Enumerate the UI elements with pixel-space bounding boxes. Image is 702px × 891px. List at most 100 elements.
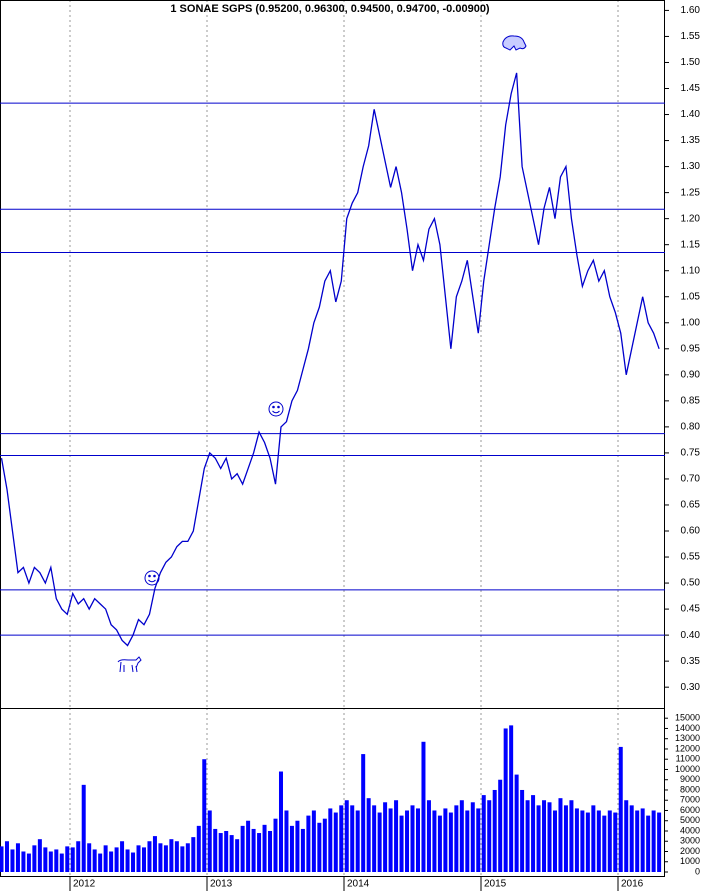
volume-bar (273, 818, 278, 872)
volume-bar (158, 843, 163, 872)
volume-bar (454, 805, 459, 872)
volume-bar (388, 808, 393, 872)
y2-tick-label: 12000 (675, 743, 700, 753)
y-tick-label: 1.55 (681, 31, 701, 42)
volume-bar (26, 853, 31, 872)
volume-bar (651, 810, 656, 872)
volume-bar (399, 815, 404, 872)
y-tick-label: 0.50 (681, 578, 701, 589)
x-tick-label: 2015 (484, 879, 507, 890)
volume-bar (54, 849, 59, 872)
y-tick-label: 0.45 (681, 604, 701, 615)
volume-bar (531, 795, 536, 872)
volume-bar (542, 800, 547, 872)
y-tick-label: 0.85 (681, 395, 701, 406)
volume-bar (114, 847, 119, 872)
y2-tick-label: 14000 (675, 723, 700, 733)
volume-bar (120, 841, 125, 872)
volume-bar (43, 847, 48, 872)
volume-bar (629, 805, 634, 872)
volume-bar (289, 825, 294, 872)
y2-tick-label: 9000 (680, 774, 700, 784)
volume-bar (284, 810, 289, 872)
y-tick-label: 1.60 (681, 5, 701, 16)
volume-bar (136, 845, 141, 872)
volume-bar (4, 841, 9, 872)
volume-bar (174, 841, 179, 872)
volume-bar (98, 853, 103, 872)
volume-frame (0, 708, 665, 877)
volume-bar (169, 839, 174, 872)
volume-bar (421, 741, 426, 872)
y2-tick-label: 7000 (680, 795, 700, 805)
volume-bar (224, 830, 229, 872)
volume-bar (163, 845, 168, 872)
volume-bar (487, 800, 492, 872)
volume-bar (465, 810, 470, 872)
volume-bar (92, 849, 97, 872)
y2-tick-label: 10000 (675, 764, 700, 774)
volume-bar (152, 836, 157, 872)
volume-bar (103, 845, 108, 872)
x-tick-label: 2014 (347, 879, 370, 890)
volume-bar (278, 771, 283, 872)
volume-bar (394, 800, 399, 872)
volume-bar (70, 847, 75, 872)
volume-bar (635, 810, 640, 872)
volume-bar (311, 810, 316, 872)
y-tick-label: 1.30 (681, 161, 701, 172)
volume-bar (333, 812, 338, 872)
volume-bar (443, 808, 448, 872)
volume-bar (514, 774, 519, 872)
volume-bar (235, 839, 240, 872)
y2-tick-label: 6000 (680, 805, 700, 815)
y2-tick-label: 8000 (680, 784, 700, 794)
y-tick-label: 0.65 (681, 500, 701, 511)
volume-bar (520, 789, 525, 872)
y-tick-label: 1.25 (681, 187, 701, 198)
y-tick-label: 1.15 (681, 239, 701, 250)
volume-bar (76, 841, 81, 872)
bull-icon (117, 656, 142, 673)
volume-bar (569, 800, 574, 872)
volume-bar (426, 800, 431, 872)
y-tick-label: 0.40 (681, 630, 701, 641)
price-line (0, 72, 660, 647)
volume-bar (141, 847, 146, 872)
volume-bar (207, 810, 212, 872)
volume-bar (246, 820, 251, 872)
volume-bar (229, 835, 234, 872)
volume-bar (437, 815, 442, 872)
volume-bar (59, 853, 64, 872)
smiley-icon (268, 401, 284, 417)
volume-bar (476, 808, 481, 872)
volume-bar (646, 815, 651, 872)
y-tick-label: 0.55 (681, 552, 701, 563)
chart-title: 1 SONAE SGPS (0.95200, 0.96300, 0.94500,… (170, 3, 490, 15)
volume-bar (218, 833, 223, 872)
y-tick-label: 0.80 (681, 422, 701, 433)
volume-bar (317, 822, 322, 872)
volume-bar (202, 759, 207, 872)
x-tick-label: 2016 (621, 879, 644, 890)
volume-bar (525, 800, 530, 872)
volume-bar (10, 849, 15, 872)
volume-bar (498, 779, 503, 872)
y-tick-label: 1.50 (681, 57, 701, 68)
y2-tick-label: 2000 (680, 846, 700, 856)
volume-bar (268, 830, 273, 872)
volume-bar (547, 802, 552, 872)
volume-bar (180, 846, 185, 872)
volume-bar (640, 808, 645, 872)
volume-bar (377, 812, 382, 872)
volume-bar (213, 828, 218, 872)
volume-bar (125, 849, 130, 872)
volume-bar (503, 728, 508, 872)
volume-bar (383, 802, 388, 872)
volume-bar (32, 845, 37, 872)
volume-bar (251, 828, 256, 872)
volume-bar (306, 815, 311, 872)
volume-bar (185, 843, 190, 872)
volume-bar (558, 798, 563, 872)
